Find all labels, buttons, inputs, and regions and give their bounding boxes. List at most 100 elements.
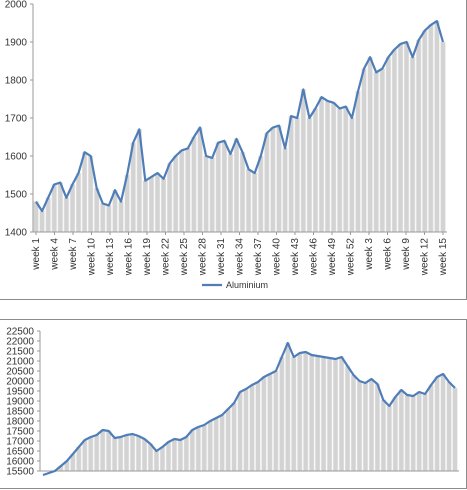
aluminium-chart-panel: 1400 1500 1600 1700 1800 1900 2000 week 1 week 4…	[0, 0, 467, 300]
area-column	[332, 358, 339, 472]
area-column	[318, 96, 325, 233]
area-column	[294, 117, 300, 233]
y-tick-label: 1900	[5, 38, 28, 49]
area-column	[355, 91, 361, 233]
area-column	[207, 420, 213, 472]
x-tick-label: week 46	[309, 238, 320, 277]
area-column	[300, 89, 306, 233]
area-column	[82, 439, 88, 472]
y-tick-label: 1700	[5, 114, 28, 125]
area-column	[51, 184, 57, 233]
area-column	[276, 125, 282, 233]
area-column	[422, 30, 428, 233]
area-column	[391, 49, 398, 233]
area-column	[258, 155, 264, 233]
area-column	[225, 408, 231, 472]
area-column	[153, 450, 160, 472]
area-column	[179, 150, 185, 233]
area-column	[416, 39, 422, 233]
area-column	[203, 155, 209, 233]
area-column	[440, 373, 446, 472]
area-column	[221, 140, 227, 233]
area-column	[233, 138, 240, 233]
x-tick-label: week 3	[364, 238, 375, 271]
y-tick-label: 22500	[6, 327, 34, 338]
x-tick-label: week 12	[420, 238, 431, 277]
x-tick-label: week 6	[383, 238, 394, 271]
area-column	[165, 441, 171, 472]
area-column	[135, 435, 142, 472]
area-column	[173, 155, 179, 233]
area-column	[261, 376, 267, 472]
y-tick-label: 16000	[6, 457, 34, 468]
y-tick-label: 21500	[6, 347, 34, 358]
area-column	[141, 438, 148, 472]
x-tick-label: week 13	[105, 238, 116, 277]
area-column	[231, 402, 237, 472]
x-tick-label: week 16	[124, 238, 135, 277]
area-column	[368, 378, 375, 472]
area-column	[118, 201, 124, 233]
area-column	[446, 381, 452, 472]
x-tick-label: week 9	[401, 238, 412, 271]
area-column	[397, 43, 404, 233]
area-column	[267, 373, 273, 472]
area-column	[321, 356, 327, 472]
x-tick-label: week 19	[142, 238, 153, 277]
x-tick-label: week 37	[253, 238, 264, 277]
area-column	[57, 182, 63, 233]
area-column	[403, 41, 410, 233]
area-column	[215, 142, 221, 233]
area-column	[327, 357, 333, 472]
area-column	[147, 443, 154, 472]
aluminium-chart: 1400 1500 1600 1700 1800 1900 2000 week 1 week 4…	[5, 0, 449, 290]
area-column	[434, 376, 440, 472]
x-tick-label: week 22	[161, 238, 172, 277]
y-tick-label: 1800	[5, 76, 28, 87]
area-column	[410, 395, 416, 472]
area-column	[118, 436, 124, 472]
y-tick-label: 18500	[6, 407, 34, 418]
y-tick-label: 19500	[6, 387, 34, 398]
area-column	[452, 387, 458, 472]
area-column	[177, 439, 183, 472]
area-column	[100, 203, 106, 233]
legend-label: Aluminium	[226, 280, 268, 290]
area-column	[361, 68, 367, 233]
area-column	[243, 388, 249, 472]
x-tick-label: week 10	[87, 238, 98, 277]
area-column	[398, 389, 404, 472]
area-column	[356, 380, 363, 472]
area-column	[350, 374, 357, 472]
series-line	[42, 341, 456, 477]
x-tick-label: week 49	[327, 238, 338, 277]
area-column	[213, 417, 219, 472]
area-column	[81, 151, 88, 233]
area-column	[374, 383, 380, 472]
y-tick-label: 17500	[6, 427, 34, 438]
x-tick-label: week 43	[290, 238, 301, 277]
series-line	[35, 20, 445, 213]
area-column	[337, 108, 343, 233]
area-column	[171, 438, 177, 472]
area-column	[422, 393, 428, 472]
area-column	[189, 429, 195, 472]
area-column	[148, 176, 155, 233]
area-column	[227, 153, 234, 233]
y-tick-label: 20500	[6, 367, 34, 378]
area-column	[404, 394, 410, 472]
area-column	[106, 430, 112, 472]
area-column	[312, 108, 319, 233]
area-column	[285, 342, 291, 472]
area-column	[185, 148, 191, 233]
area-column	[239, 151, 246, 233]
area-column	[324, 100, 331, 233]
y-tick-label: 17000	[6, 437, 34, 448]
area-column	[39, 210, 45, 233]
area-column	[392, 396, 398, 472]
area-column	[282, 148, 288, 233]
area-column	[112, 437, 118, 472]
area-column	[209, 157, 215, 233]
area-column	[303, 351, 309, 472]
area-column	[344, 365, 351, 472]
